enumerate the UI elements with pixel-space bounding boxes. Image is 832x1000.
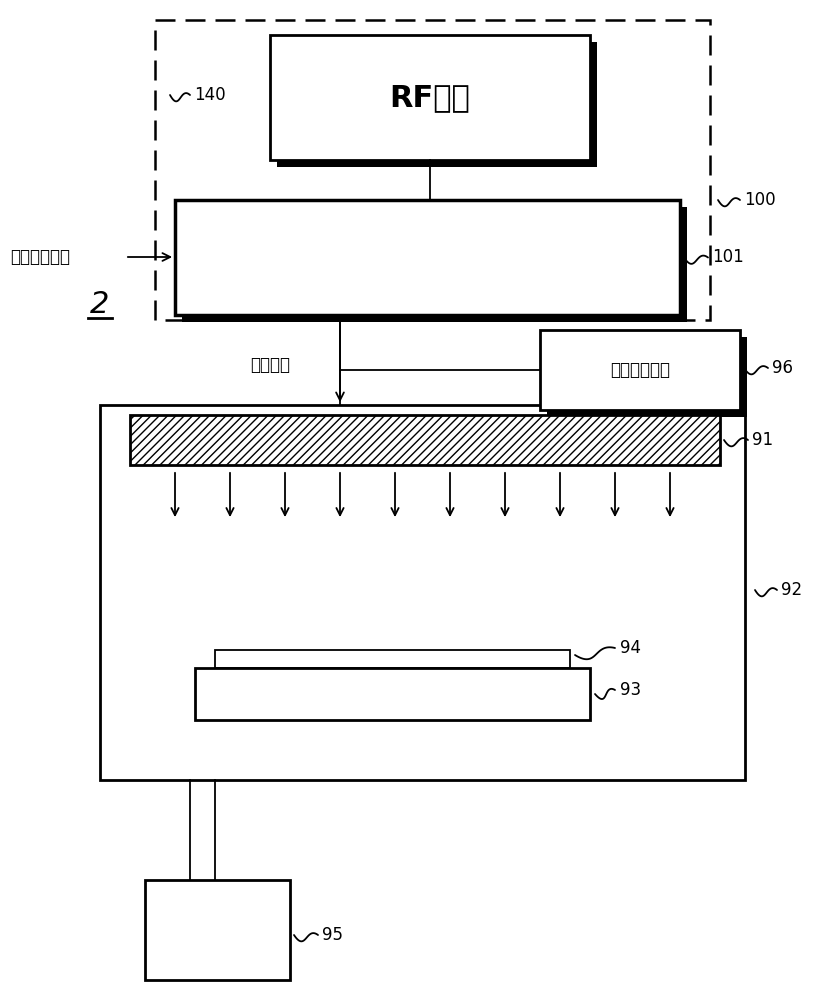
Text: 活性物质: 活性物质 (250, 356, 290, 374)
Text: 93: 93 (620, 681, 641, 699)
Text: 2: 2 (90, 290, 109, 319)
Text: 92: 92 (781, 581, 802, 599)
Text: 96: 96 (772, 359, 793, 377)
Text: 第一处理气体: 第一处理气体 (610, 361, 670, 379)
Text: 140: 140 (194, 86, 225, 104)
Text: 第二处理气体: 第二处理气体 (10, 248, 70, 266)
Bar (145, 880, 290, 980)
Text: 94: 94 (620, 639, 641, 657)
Bar (182, 207, 687, 322)
Bar (215, 650, 570, 668)
Text: RF功率: RF功率 (389, 83, 470, 112)
Bar (540, 330, 740, 410)
Bar (270, 35, 590, 160)
Text: 91: 91 (752, 431, 773, 449)
Bar (130, 415, 720, 465)
Bar (100, 405, 745, 780)
Bar (277, 42, 597, 167)
Bar (175, 200, 680, 315)
Bar (547, 337, 747, 417)
Bar (195, 668, 590, 720)
Text: 101: 101 (712, 248, 744, 266)
Text: 95: 95 (322, 926, 343, 944)
Bar (155, 20, 710, 320)
Text: 100: 100 (744, 191, 775, 209)
